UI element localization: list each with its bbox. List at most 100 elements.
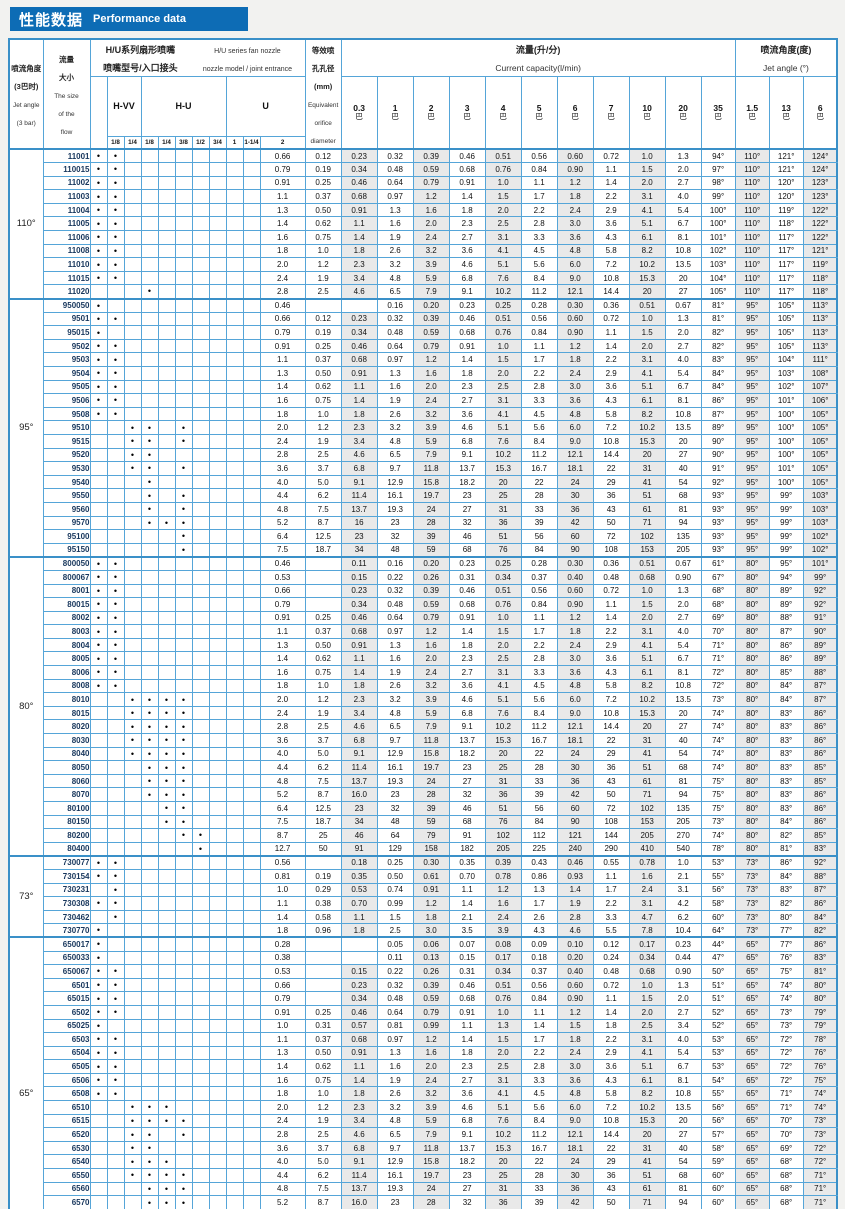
dot-cell	[191, 379, 210, 395]
dot-cell	[191, 909, 210, 925]
flow-cell: 34	[340, 814, 378, 830]
model-cell: 9520	[42, 447, 91, 463]
jet-angle-cell: 44°	[700, 936, 736, 952]
jet-angle-cell: 113°	[802, 311, 838, 327]
dot-cell	[174, 1004, 193, 1020]
dot-cell	[208, 230, 227, 245]
jet-angle-cell: 74°	[768, 977, 804, 993]
dot-cell	[225, 202, 244, 218]
dot-cell: •	[89, 202, 108, 218]
jet-angle-cell: 80°	[734, 569, 770, 585]
dot-cell: •	[140, 461, 159, 476]
flow-cell: 11.4	[340, 1168, 378, 1183]
jet-angle-cell: 47°	[700, 950, 736, 966]
flow-cell: 16.7	[520, 1140, 558, 1156]
flow-cell: 2.0	[664, 597, 702, 612]
flow-cell: 3.2	[412, 406, 450, 422]
flow-cell: 5.1	[484, 257, 522, 272]
dot-cell	[123, 665, 142, 680]
jet-angle-cell: 93°	[700, 501, 736, 517]
flow-cell	[304, 597, 342, 612]
dot-cell: •	[106, 406, 125, 422]
model-cell: 11004	[42, 202, 91, 218]
dot-cell: •	[174, 692, 193, 707]
dot-cell	[242, 270, 261, 286]
jet-angle-cell: 89°	[802, 637, 838, 653]
dot-cell	[123, 1086, 142, 1102]
flow-cell: 3.1	[484, 665, 522, 680]
orifice-cell: 3.6	[259, 1140, 306, 1156]
dot-cell: •	[89, 651, 108, 667]
flow-cell: 0.25	[484, 297, 522, 313]
dot-cell	[140, 854, 159, 870]
flow-cell: 2.7	[448, 1072, 486, 1088]
model-cell: 730077	[42, 854, 91, 870]
jet-angle-cell: 95°	[734, 474, 770, 490]
flow-cell: 15.3	[628, 1113, 666, 1129]
dot-cell	[157, 270, 176, 286]
flow-cell: 1.9	[376, 230, 414, 245]
jet-angle-cell: 65°	[734, 936, 770, 952]
dot-cell	[242, 216, 261, 232]
flow-cell: 0.39	[484, 854, 522, 870]
dot-cell	[225, 801, 244, 816]
dot-cell	[174, 950, 193, 966]
dot-cell: •	[174, 705, 193, 721]
flow-cell: 121	[556, 828, 594, 843]
dot-cell: •	[106, 569, 125, 585]
model-cell: 9540	[42, 474, 91, 490]
dot-cell: •	[106, 868, 125, 884]
flow-cell	[304, 936, 342, 952]
dot-cell	[191, 270, 210, 286]
flow-cell: 1.1	[592, 991, 630, 1006]
dot-cell: •	[140, 433, 159, 449]
orifice-cell: 0.91	[259, 338, 306, 354]
model-cell: 11003	[42, 189, 91, 204]
flow-cell: 12.9	[376, 746, 414, 762]
flow-cell: 3.1	[664, 882, 702, 898]
flow-cell: 0.68	[340, 189, 378, 204]
jet-angle-cell: 99°	[768, 542, 804, 558]
orifice-cell: 4.0	[259, 474, 306, 490]
dot-cell	[191, 1045, 210, 1061]
dot-cell	[191, 773, 210, 789]
orifice-cell: 4.0	[259, 1154, 306, 1170]
flow-cell: 2.8	[520, 651, 558, 667]
model-cell: 9570	[42, 515, 91, 531]
dot-cell: •	[157, 801, 176, 816]
table-row: 11010 • • 2.0 1.2 2.3 3.2 3.9 4.6 5.1 5.6 6.0 7.2 10.…	[9, 257, 838, 272]
jet-angle-cell: 89°	[768, 597, 804, 612]
jet-angle-cell: 80°	[734, 597, 770, 612]
flow-cell: 1.3	[664, 311, 702, 327]
dot-cell	[208, 787, 227, 802]
dot-cell	[123, 569, 142, 585]
dot-cell: •	[106, 257, 125, 272]
dot-cell	[174, 284, 193, 300]
table-row: 8070 • • • 5.2 8.7 16.0 23 28 32 36 39 42 50 71 94 75° 80…	[9, 787, 838, 802]
dot-cell	[225, 1032, 244, 1047]
dot-cell	[242, 651, 261, 667]
dot-cell	[242, 529, 261, 544]
dot-cell: •	[106, 678, 125, 694]
flow-cell: 22	[592, 461, 630, 476]
flow-cell: 13.5	[664, 257, 702, 272]
dot-cell	[208, 882, 227, 898]
jet-angle-cell: 86°	[802, 814, 838, 830]
flow-cell: 13.5	[664, 692, 702, 707]
model-cell: 9508	[42, 406, 91, 422]
dot-cell	[191, 1195, 210, 1209]
dot-cell: •	[89, 270, 108, 286]
jet-angle-cell: 117°	[768, 270, 804, 286]
dot-cell	[157, 474, 176, 490]
dot-cell	[225, 1045, 244, 1061]
dot-cell: •	[174, 760, 193, 775]
dot-cell: •	[89, 338, 108, 354]
flow-cell: 8.4	[520, 270, 558, 286]
dot-cell	[191, 515, 210, 531]
flow-cell: 11.2	[520, 719, 558, 735]
dot-cell	[191, 1140, 210, 1156]
dot-cell: •	[123, 1100, 142, 1115]
jet-angle-cell: 73°	[802, 1113, 838, 1129]
flow-cell: 14.4	[592, 719, 630, 735]
